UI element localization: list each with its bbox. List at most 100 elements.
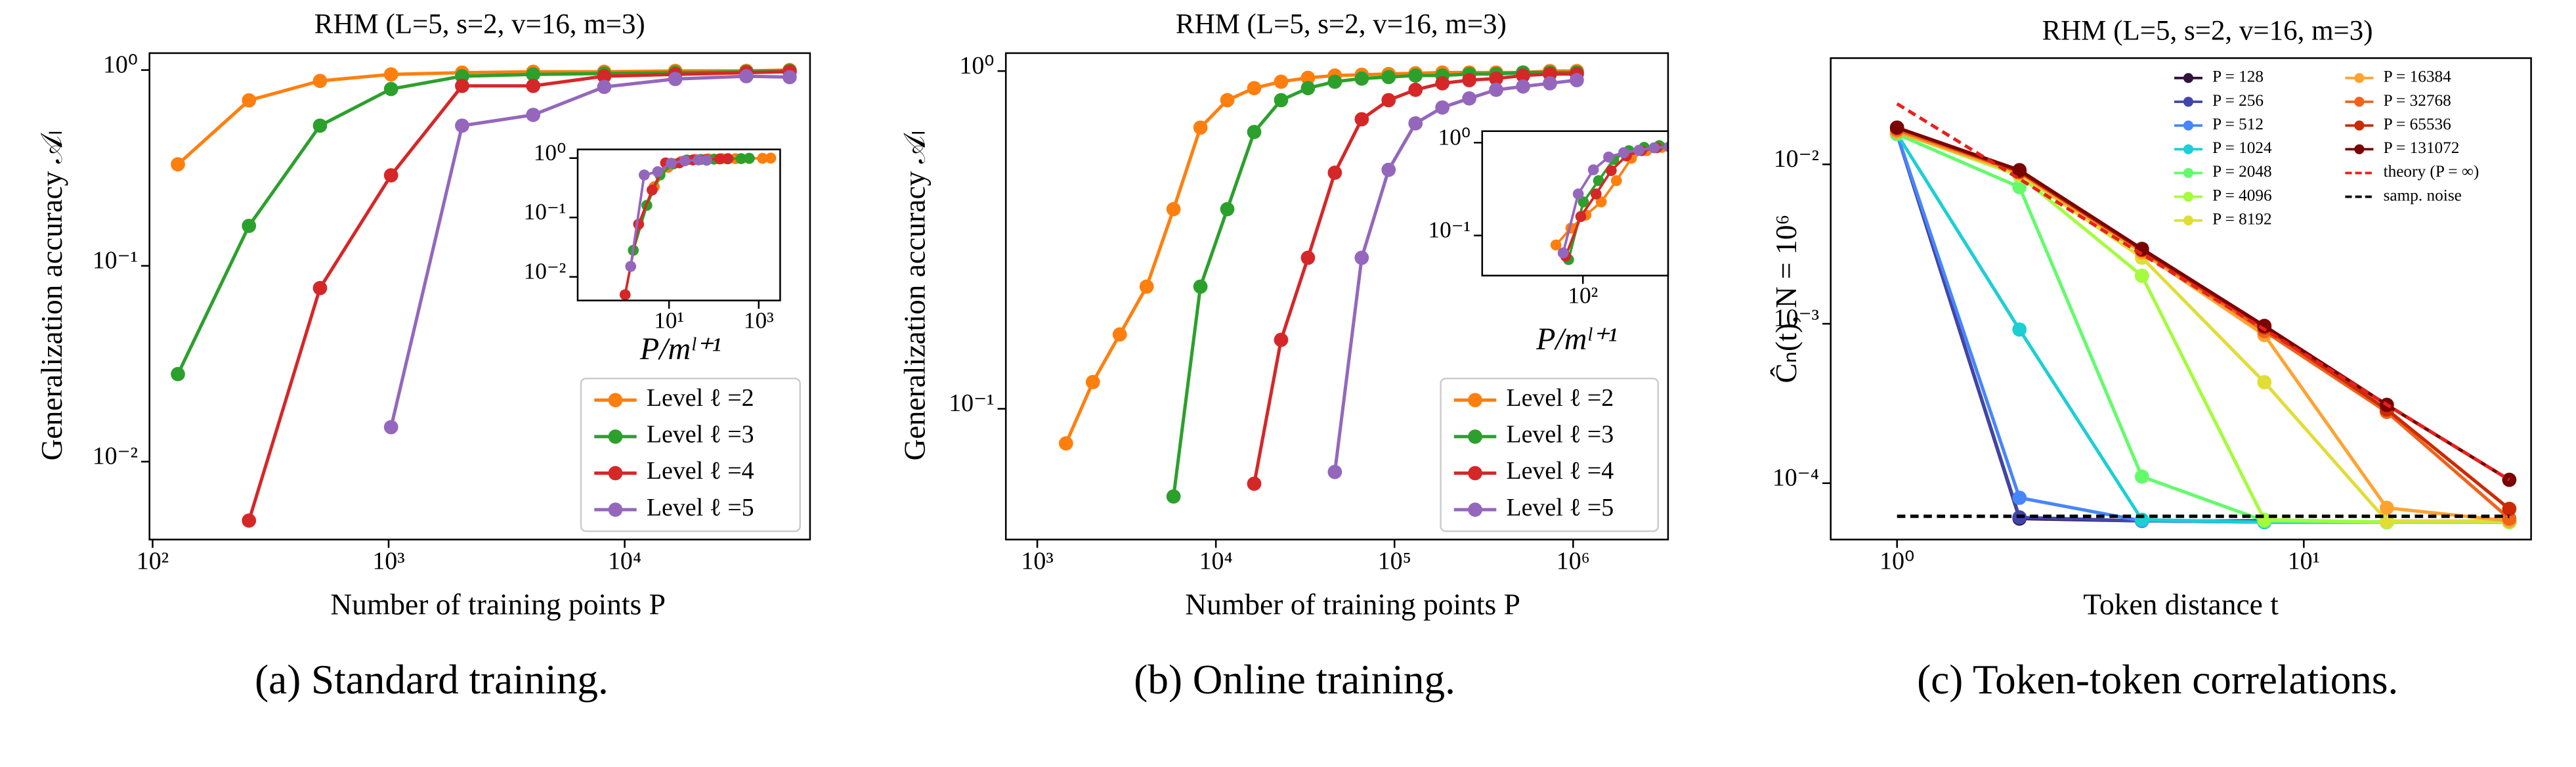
x-tick-label: 10⁴ xyxy=(608,547,641,575)
data-point xyxy=(1354,71,1369,86)
data-point xyxy=(1550,239,1562,251)
axes-frame xyxy=(1830,57,2532,540)
legend-label: P = 16384 xyxy=(2384,68,2452,86)
legend-label: P = 128 xyxy=(2212,68,2264,86)
y-tick-label: 10⁻³ xyxy=(1774,305,1819,332)
data-point xyxy=(171,366,185,382)
data-point xyxy=(1462,73,1476,87)
data-point xyxy=(1489,82,1503,97)
y-tick-label: 10⁻² xyxy=(524,258,567,284)
legend-label: Level ℓ =3 xyxy=(1506,421,1614,449)
data-point xyxy=(744,152,755,164)
x-tick-label: 10⁴ xyxy=(1199,547,1233,575)
data-point xyxy=(1570,73,1584,87)
data-point xyxy=(597,69,612,83)
data-point xyxy=(757,152,768,164)
data-point xyxy=(1595,196,1607,208)
data-point xyxy=(1274,74,1289,89)
legend-label: P = 4096 xyxy=(2212,186,2272,204)
chart-title: RHM (L=5, s=2, v=16, m=3) xyxy=(314,9,645,39)
data-point xyxy=(1274,93,1289,108)
data-point xyxy=(2134,269,2149,283)
data-point xyxy=(171,157,185,172)
data-point xyxy=(1648,142,1660,154)
legend-label: Level ℓ =4 xyxy=(1506,457,1614,485)
chart-title: RHM (L=5, s=2, v=16, m=3) xyxy=(1176,9,1507,39)
plot-area xyxy=(577,149,781,301)
y-tick-label: 10⁻¹ xyxy=(93,246,138,274)
y-axis-label: Generalization accuracy 𝒜ₗ xyxy=(898,131,932,461)
legend-label: Level ℓ =5 xyxy=(1506,494,1614,521)
data-point xyxy=(2012,322,2027,337)
data-point xyxy=(652,166,664,177)
x-tick-label: 10³ xyxy=(1021,547,1053,575)
x-tick-label: 10³ xyxy=(744,307,774,333)
series-line xyxy=(1333,78,1578,473)
x-tick-label: 10⁶ xyxy=(1556,547,1590,575)
data-point xyxy=(1381,162,1396,177)
legend-label: Level ℓ =4 xyxy=(647,457,754,485)
y-tick-label: 10⁰ xyxy=(534,139,567,165)
x-tick-label: 10² xyxy=(1568,282,1598,308)
data-point xyxy=(1408,116,1423,131)
legend-marker xyxy=(2183,192,2194,202)
data-point xyxy=(383,67,398,82)
data-point xyxy=(2012,491,2027,505)
data-point xyxy=(1587,164,1599,175)
plot-series xyxy=(1550,140,1668,265)
data-point xyxy=(1603,151,1614,163)
data-point xyxy=(1593,175,1604,186)
legend-marker xyxy=(608,502,623,517)
plot-series xyxy=(619,152,777,301)
legend-label: Level ℓ =3 xyxy=(647,421,754,449)
y-tick-label: 10⁻¹ xyxy=(1428,217,1470,243)
data-point xyxy=(1572,188,1584,200)
data-point xyxy=(242,219,257,233)
data-point xyxy=(1274,332,1289,347)
axes-frame xyxy=(576,148,781,301)
series-line xyxy=(1896,102,2510,481)
data-point xyxy=(679,155,691,167)
data-point xyxy=(383,81,398,97)
series-line xyxy=(1172,70,1577,497)
data-point xyxy=(1327,74,1342,89)
data-point xyxy=(312,118,328,133)
legend-marker xyxy=(2354,73,2365,83)
data-point xyxy=(2379,500,2394,515)
data-point xyxy=(765,152,777,164)
data-point xyxy=(1193,120,1208,135)
data-point xyxy=(2257,318,2272,334)
data-point xyxy=(1354,250,1369,265)
data-point xyxy=(1381,93,1396,108)
data-point xyxy=(242,93,257,108)
data-point xyxy=(1327,464,1342,479)
data-point xyxy=(1610,175,1622,186)
data-point xyxy=(1575,211,1587,223)
plot-series xyxy=(1889,102,2517,529)
x-tick-label: 10³ xyxy=(372,547,404,575)
data-point xyxy=(1220,93,1235,108)
legend-label: Level ℓ =5 xyxy=(647,494,754,521)
legend-label: samp. noise xyxy=(2384,186,2462,204)
legend-marker xyxy=(2183,167,2194,179)
data-point xyxy=(2012,180,2027,194)
data-point xyxy=(526,67,541,82)
data-point xyxy=(1085,374,1100,389)
axes-frame xyxy=(1004,52,1669,540)
legend-marker xyxy=(608,466,623,481)
data-point xyxy=(1058,436,1073,451)
data-point xyxy=(1300,70,1316,85)
data-point xyxy=(1300,81,1316,96)
data-point xyxy=(1606,165,1617,177)
x-tick-label: 10⁵ xyxy=(1378,547,1411,575)
plot-series xyxy=(171,62,797,528)
data-point xyxy=(1435,76,1450,91)
data-point xyxy=(782,70,797,85)
legend-marker xyxy=(2183,144,2194,154)
y-tick-label: 10⁻¹ xyxy=(524,198,567,225)
data-point xyxy=(1578,196,1589,208)
legend-label: P = 131072 xyxy=(2384,139,2460,157)
legend-label: P = 2048 xyxy=(2212,162,2272,181)
